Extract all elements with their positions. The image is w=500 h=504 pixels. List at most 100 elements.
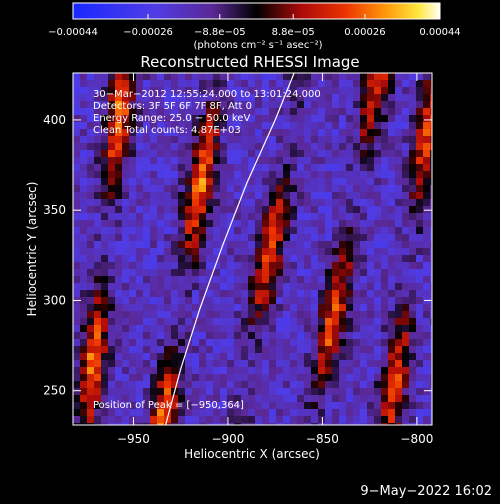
heatmap-cell [157, 94, 165, 102]
heatmap-cell [332, 122, 340, 130]
heatmap-cell [80, 290, 88, 298]
heatmap-cell [367, 213, 375, 221]
heatmap-cell [192, 423, 200, 425]
heatmap-cell [304, 143, 312, 151]
heatmap-cell [143, 416, 151, 424]
heatmap-cell [374, 115, 382, 123]
heatmap-cell [402, 220, 410, 228]
heatmap-cell [381, 178, 389, 186]
heatmap-cell [430, 339, 432, 347]
heatmap-cell [409, 227, 417, 235]
heatmap-cell [101, 374, 109, 382]
heatmap-cell [318, 290, 326, 298]
heatmap-cell [227, 290, 235, 298]
heatmap-cell [164, 157, 172, 165]
heatmap-cell [171, 395, 179, 403]
heatmap-cell [332, 171, 340, 179]
heatmap-cell [115, 283, 123, 291]
heatmap-cell [206, 255, 214, 263]
heatmap-cell [325, 332, 333, 340]
heatmap-cell [423, 199, 431, 207]
heatmap-cell [332, 381, 340, 389]
heatmap-cell [73, 248, 81, 256]
heatmap-cell [192, 94, 200, 102]
heatmap-cell [255, 206, 263, 214]
heatmap-cell [339, 381, 347, 389]
heatmap-cell [409, 283, 417, 291]
heatmap-cell [80, 122, 88, 130]
heatmap-cell [409, 94, 417, 102]
heatmap-cell [94, 185, 102, 193]
heatmap-cell [220, 136, 228, 144]
heatmap-cell [87, 339, 95, 347]
heatmap-cell [143, 402, 151, 410]
heatmap-cell [101, 290, 109, 298]
heatmap-cell [325, 374, 333, 382]
heatmap-cell [297, 220, 305, 228]
heatmap-cell [360, 402, 368, 410]
heatmap-cell [206, 353, 214, 361]
heatmap-cell [262, 255, 270, 263]
heatmap-cell [304, 374, 312, 382]
heatmap-cell [94, 227, 102, 235]
heatmap-cell [367, 220, 375, 228]
heatmap-cell [395, 304, 403, 312]
heatmap-cell [311, 248, 319, 256]
heatmap-cell [311, 304, 319, 312]
heatmap-cell [220, 199, 228, 207]
heatmap-cell [143, 87, 151, 95]
heatmap-cell [430, 157, 432, 165]
heatmap-cell [311, 143, 319, 151]
heatmap-cell [185, 290, 193, 298]
heatmap-cell [143, 80, 151, 88]
heatmap-cell [171, 346, 179, 354]
heatmap-cell [227, 241, 235, 249]
heatmap-cell [129, 73, 137, 81]
heatmap-cell [332, 346, 340, 354]
heatmap-cell [171, 94, 179, 102]
heatmap-cell [374, 122, 382, 130]
heatmap-cell [206, 220, 214, 228]
heatmap-cell [311, 178, 319, 186]
heatmap-cell [108, 255, 116, 263]
heatmap-cell [311, 388, 319, 396]
heatmap-cell [255, 164, 263, 172]
heatmap-cell [402, 311, 410, 319]
heatmap-cell [73, 262, 81, 270]
heatmap-cell [157, 346, 165, 354]
heatmap-cell [94, 248, 102, 256]
heatmap-cell [311, 290, 319, 298]
heatmap-cell [374, 220, 382, 228]
heatmap-cell [234, 297, 242, 305]
heatmap-cell [297, 206, 305, 214]
heatmap-cell [353, 304, 361, 312]
heatmap-cell [290, 136, 298, 144]
heatmap-cell [290, 192, 298, 200]
heatmap-cell [115, 311, 123, 319]
heatmap-cell [80, 374, 88, 382]
heatmap-cell [423, 402, 431, 410]
heatmap-cell [318, 262, 326, 270]
heatmap-cell [346, 157, 354, 165]
heatmap-cell [388, 304, 396, 312]
heatmap-cell [129, 192, 137, 200]
heatmap-cell [80, 353, 88, 361]
heatmap-cell [80, 248, 88, 256]
heatmap-cell [220, 304, 228, 312]
heatmap-cell [325, 402, 333, 410]
heatmap-cell [388, 136, 396, 144]
heatmap-cell [269, 164, 277, 172]
heatmap-cell [241, 339, 249, 347]
heatmap-cell [185, 283, 193, 291]
heatmap-cell [276, 409, 284, 417]
heatmap-cell [374, 367, 382, 375]
heatmap-cell [101, 87, 109, 95]
heatmap-cell [199, 129, 207, 137]
heatmap-cell [269, 171, 277, 179]
heatmap-cell [395, 213, 403, 221]
heatmap-cell [199, 276, 207, 284]
heatmap-cell [157, 283, 165, 291]
heatmap-cell [360, 129, 368, 137]
heatmap-cell [73, 234, 81, 242]
heatmap-cell [290, 227, 298, 235]
